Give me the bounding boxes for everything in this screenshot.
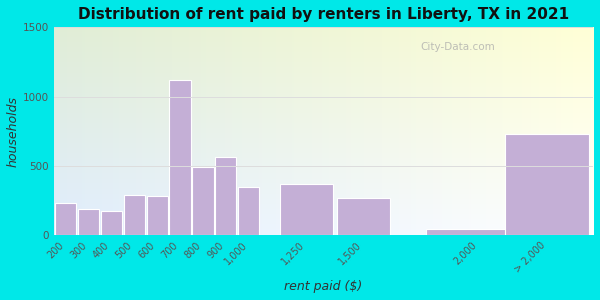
Bar — [337, 198, 390, 235]
Bar — [425, 230, 531, 235]
Bar — [55, 203, 76, 235]
Bar — [215, 158, 236, 235]
Bar — [505, 134, 589, 235]
Bar — [77, 209, 99, 235]
Bar — [124, 195, 145, 235]
Text: City-Data.com: City-Data.com — [421, 42, 495, 52]
Y-axis label: households: households — [7, 96, 20, 166]
Bar — [169, 80, 191, 235]
Bar — [280, 184, 332, 235]
X-axis label: rent paid ($): rent paid ($) — [284, 280, 362, 293]
Bar — [101, 212, 122, 235]
Title: Distribution of rent paid by renters in Liberty, TX in 2021: Distribution of rent paid by renters in … — [78, 7, 569, 22]
Bar — [238, 187, 259, 235]
Bar — [193, 167, 214, 235]
Bar — [146, 196, 167, 235]
